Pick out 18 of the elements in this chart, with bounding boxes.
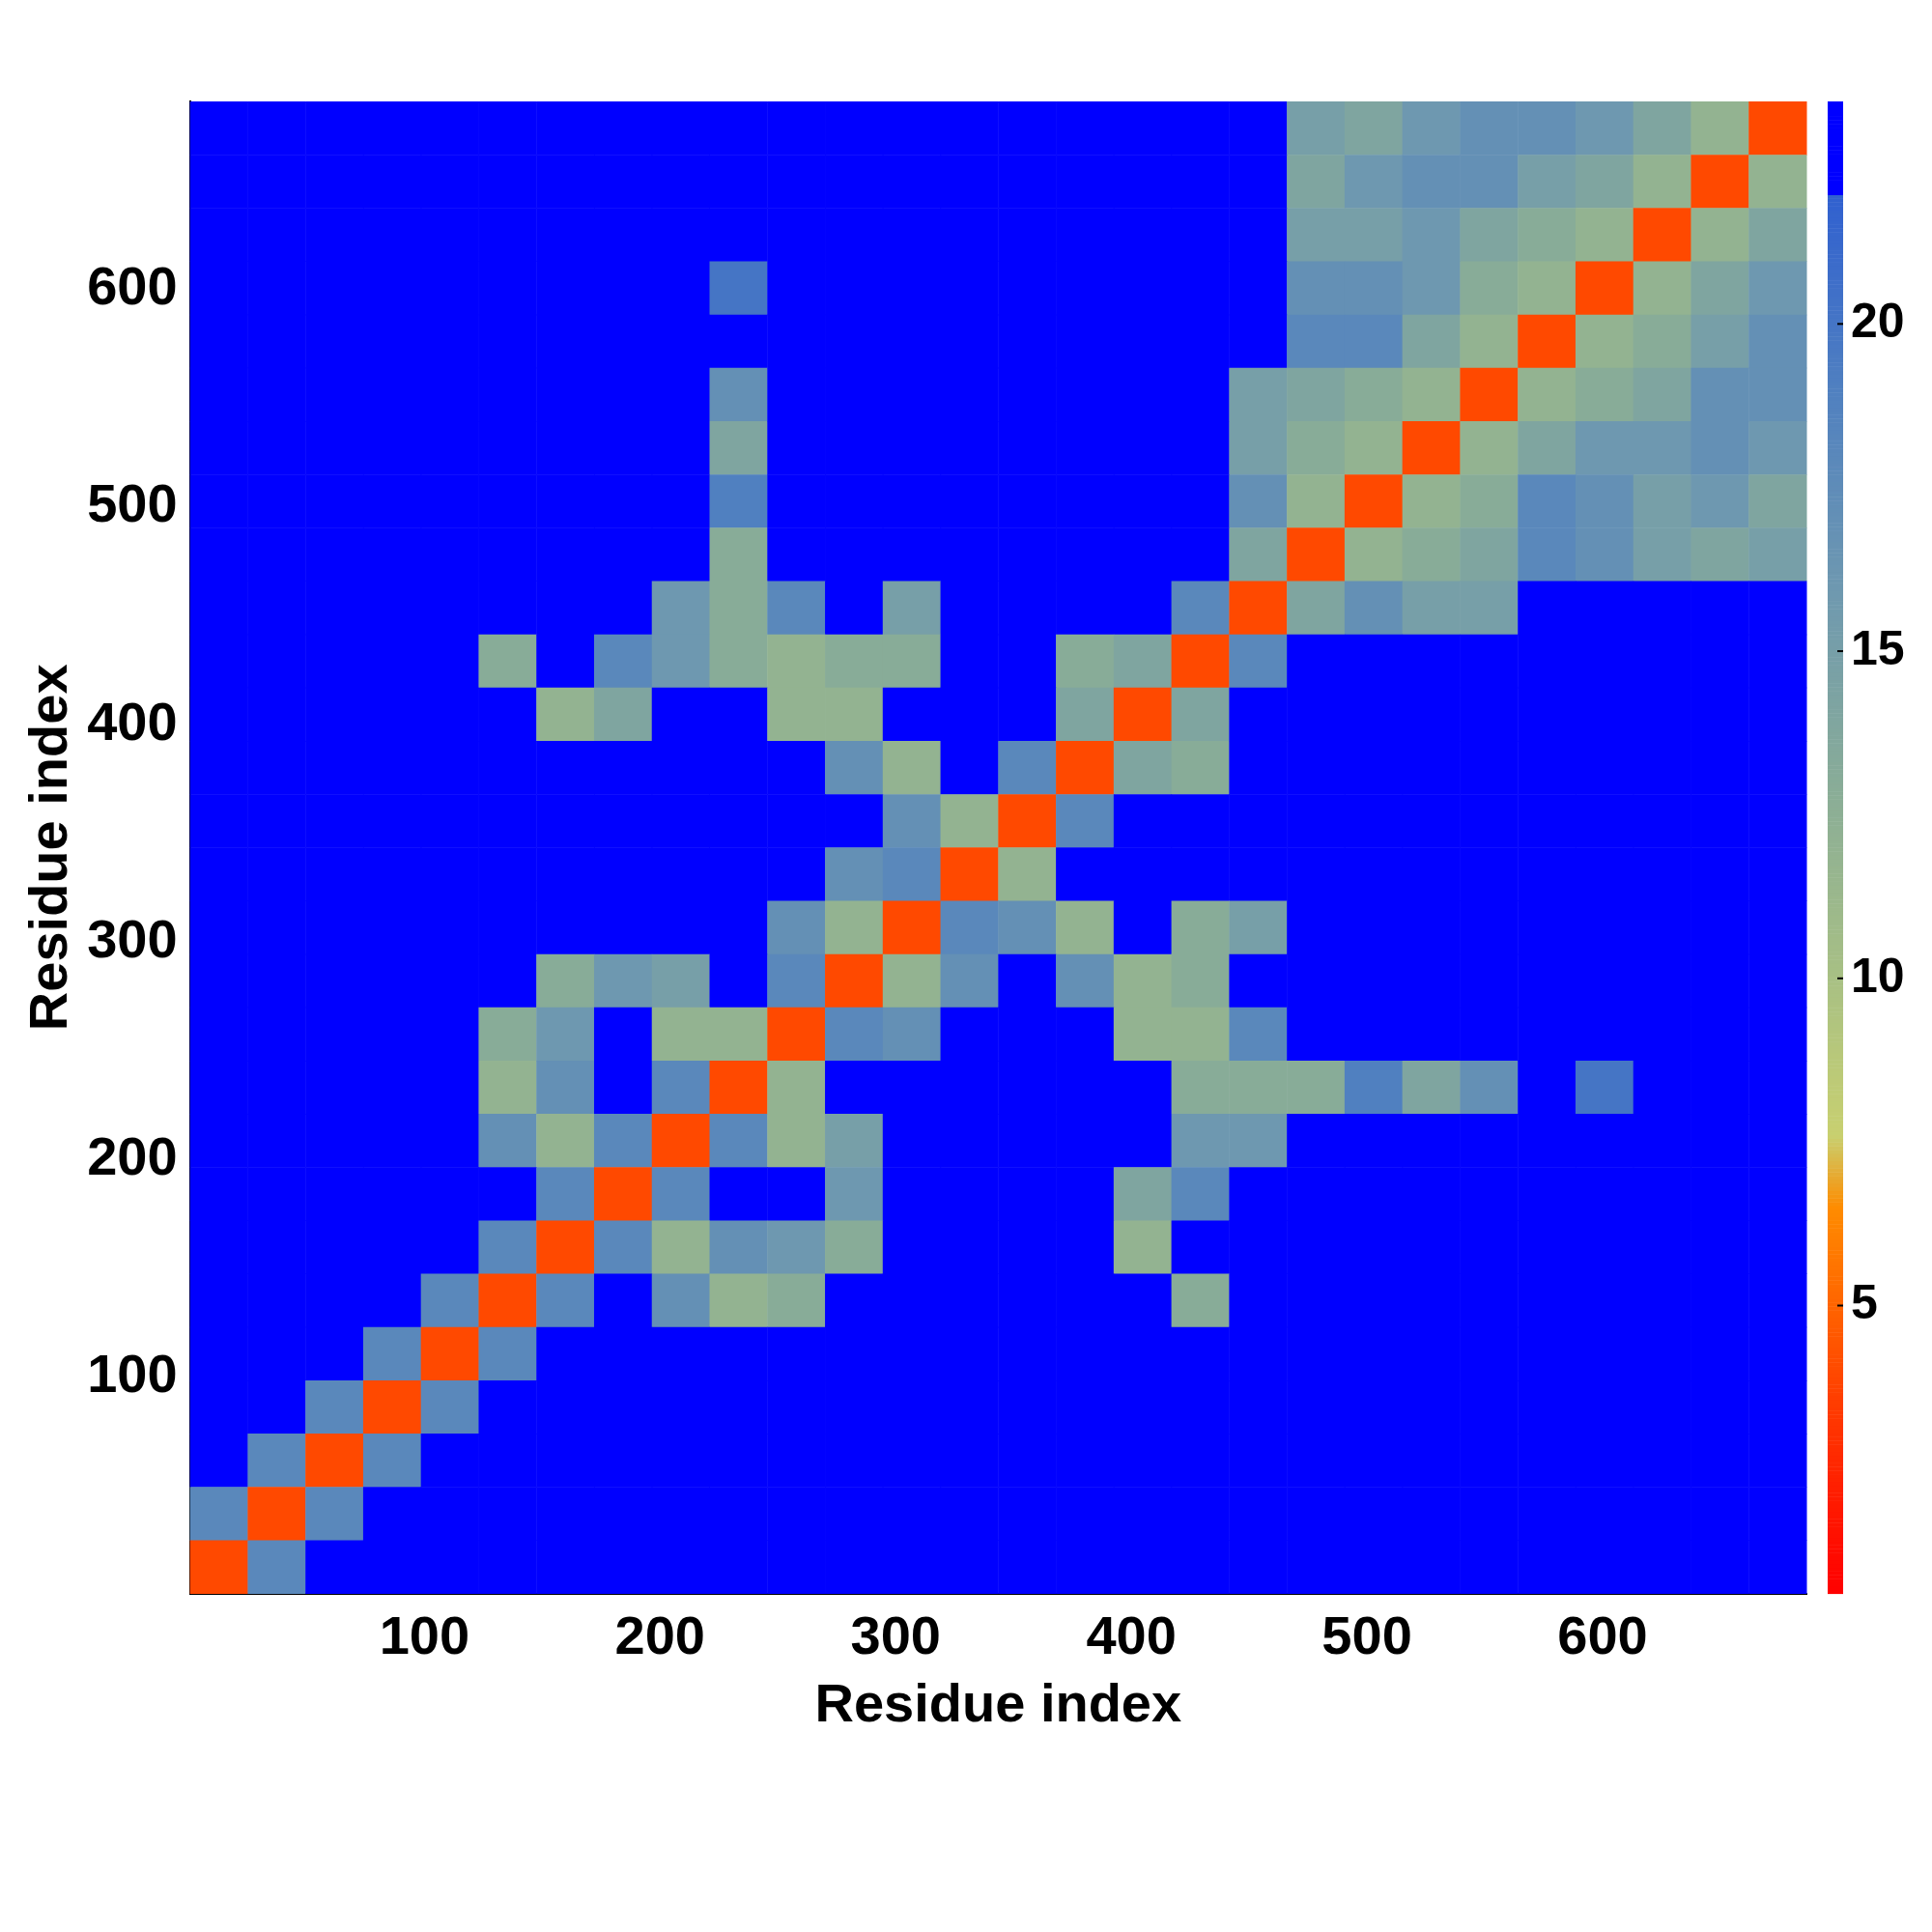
color-bar-label: 15 <box>1851 620 1905 675</box>
y-tick-label: 600 <box>87 255 178 317</box>
x-tick-label: 500 <box>1321 1604 1412 1665</box>
x-axis-title: Residue index <box>814 1671 1182 1733</box>
color-bar-label: 5 <box>1851 1275 1878 1330</box>
y-tick-label: 400 <box>87 690 178 752</box>
x-tick-label: 600 <box>1557 1604 1648 1665</box>
y-tick-label: 100 <box>87 1343 178 1404</box>
y-tick-label: 200 <box>87 1124 178 1186</box>
y-tick-label: 500 <box>87 472 178 534</box>
x-tick-label: 300 <box>850 1604 941 1665</box>
x-tick-label: 200 <box>614 1604 705 1665</box>
color-bar-label: 10 <box>1851 948 1905 1003</box>
color-bar-label: 20 <box>1851 294 1905 349</box>
y-axis-title: Residue index <box>17 664 79 1032</box>
x-tick-label: 400 <box>1086 1604 1177 1665</box>
x-tick-label: 100 <box>379 1604 470 1665</box>
y-tick-label: 300 <box>87 907 178 969</box>
